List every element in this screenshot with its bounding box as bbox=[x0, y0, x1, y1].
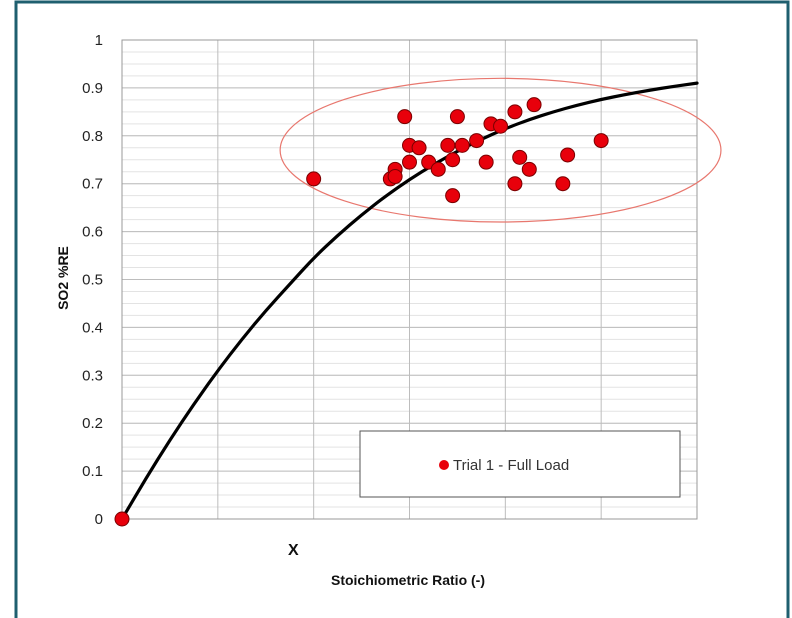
data-point bbox=[507, 176, 523, 192]
legend-marker bbox=[439, 460, 449, 470]
data-point bbox=[402, 154, 417, 170]
legend-entry: Trial 1 - Full Load bbox=[453, 457, 569, 474]
x-marker-label: X bbox=[288, 542, 299, 559]
data-point bbox=[507, 104, 523, 120]
data-point bbox=[454, 137, 470, 153]
y-tick-label: 0.8 bbox=[82, 128, 103, 145]
trendline bbox=[120, 81, 699, 521]
plot-border bbox=[121, 39, 698, 520]
plot-area bbox=[114, 39, 722, 527]
y-tick-label: 0.5 bbox=[82, 272, 103, 289]
data-point bbox=[306, 171, 322, 187]
y-tick-label: 0.4 bbox=[82, 319, 103, 336]
y-tick-label: 0.1 bbox=[82, 463, 103, 480]
data-point bbox=[493, 118, 509, 134]
data-point bbox=[445, 152, 461, 168]
data-point bbox=[445, 188, 461, 204]
highlight-ellipse bbox=[279, 77, 722, 223]
data-point bbox=[397, 109, 413, 125]
data-point bbox=[555, 176, 571, 192]
data-point bbox=[478, 154, 494, 170]
y-tick-label: 0.2 bbox=[82, 415, 103, 432]
y-tick-label: 0 bbox=[95, 511, 103, 528]
data-point bbox=[449, 109, 465, 125]
data-point bbox=[526, 97, 542, 113]
data-point bbox=[560, 147, 576, 163]
data-point bbox=[387, 169, 403, 185]
data-point bbox=[411, 140, 427, 156]
data-point bbox=[521, 161, 537, 177]
data-point bbox=[440, 137, 456, 153]
y-tick-label: 0.6 bbox=[82, 224, 103, 241]
data-point bbox=[512, 149, 528, 165]
x-axis-label: Stoichiometric Ratio (-) bbox=[331, 572, 485, 588]
legend-box bbox=[359, 430, 681, 498]
y-axis-ticks: 0 0.1 0.2 0.3 0.4 0.5 0.6 0.7 0.8 0.9 1 bbox=[82, 32, 103, 528]
y-tick-label: 0.9 bbox=[82, 80, 103, 97]
outer-border bbox=[14, 0, 790, 618]
y-tick-label: 0.3 bbox=[82, 367, 103, 384]
data-point bbox=[593, 133, 609, 149]
y-axis-label: SO2 %RE bbox=[55, 246, 71, 310]
data-point bbox=[430, 161, 446, 177]
data-point bbox=[469, 133, 485, 149]
legend: Trial 1 - Full Load bbox=[359, 430, 681, 498]
data-point bbox=[114, 511, 130, 527]
y-tick-label: 0.7 bbox=[82, 176, 103, 193]
y-tick-label: 1 bbox=[95, 32, 103, 49]
